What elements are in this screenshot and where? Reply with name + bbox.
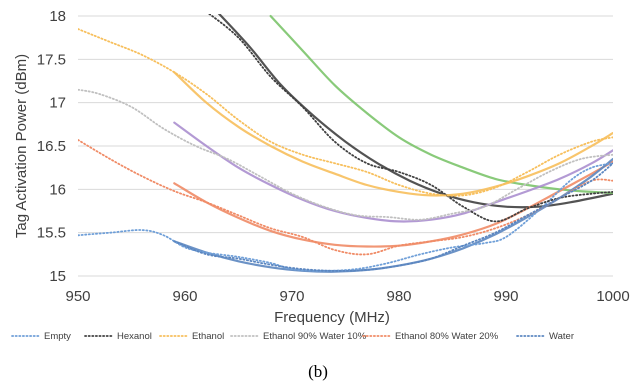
x-axis-title: Frequency (MHz) [274,309,390,326]
x-tick-label: 960 [172,288,197,305]
series-line-ethanol-90-water-10- [78,88,613,221]
x-tick-label: 1000 [596,288,629,305]
y-tick-label: 17.5 [37,51,66,68]
y-tick-label: 16.5 [37,138,66,155]
fit-line-hexanol [217,14,613,209]
fit-line-ethanol [173,71,613,197]
x-axis-ticks: 950 960 970 980 990 1000 [65,288,629,305]
gridlines [78,15,613,277]
legend-label: Ethanol 90% Water 10% [263,331,367,342]
figure-caption: (b) [308,362,328,381]
x-tick-label: 980 [386,288,411,305]
x-tick-label: 990 [493,288,518,305]
legend-label: Ethanol 80% Water 20% [395,331,499,342]
legend-label: Ethanol [192,331,224,342]
y-tick-label: 15.5 [37,225,66,242]
y-tick-label: 16 [49,181,66,198]
x-tick-label: 970 [279,288,304,305]
series-line-hexanol [207,14,613,223]
y-tick-label: 17 [49,95,66,112]
fit-line-ethanol-80-water-20- [173,121,613,223]
series-line-ethanol [78,28,613,197]
fit-line-ethanol-90-water-10- [269,14,613,194]
x-tick-label: 950 [65,288,90,305]
series-line-water [173,162,613,272]
y-axis-title: Tag Activation Power (dBm) [13,54,30,238]
legend: Empty Hexanol Ethanol Ethanol 90% Water 10%… [11,331,574,342]
legend-label: Hexanol [117,331,152,342]
y-axis-ticks: 15 15.5 16 16.5 17 17.5 18 [37,8,66,285]
y-tick-label: 15 [49,268,66,285]
series-lines [78,14,613,273]
series-line-ethanol-80-water-20- [78,139,613,256]
legend-label: Empty [44,331,71,342]
series-line-empty [78,162,613,272]
y-tick-label: 18 [49,8,66,25]
legend-label: Water [549,331,574,342]
